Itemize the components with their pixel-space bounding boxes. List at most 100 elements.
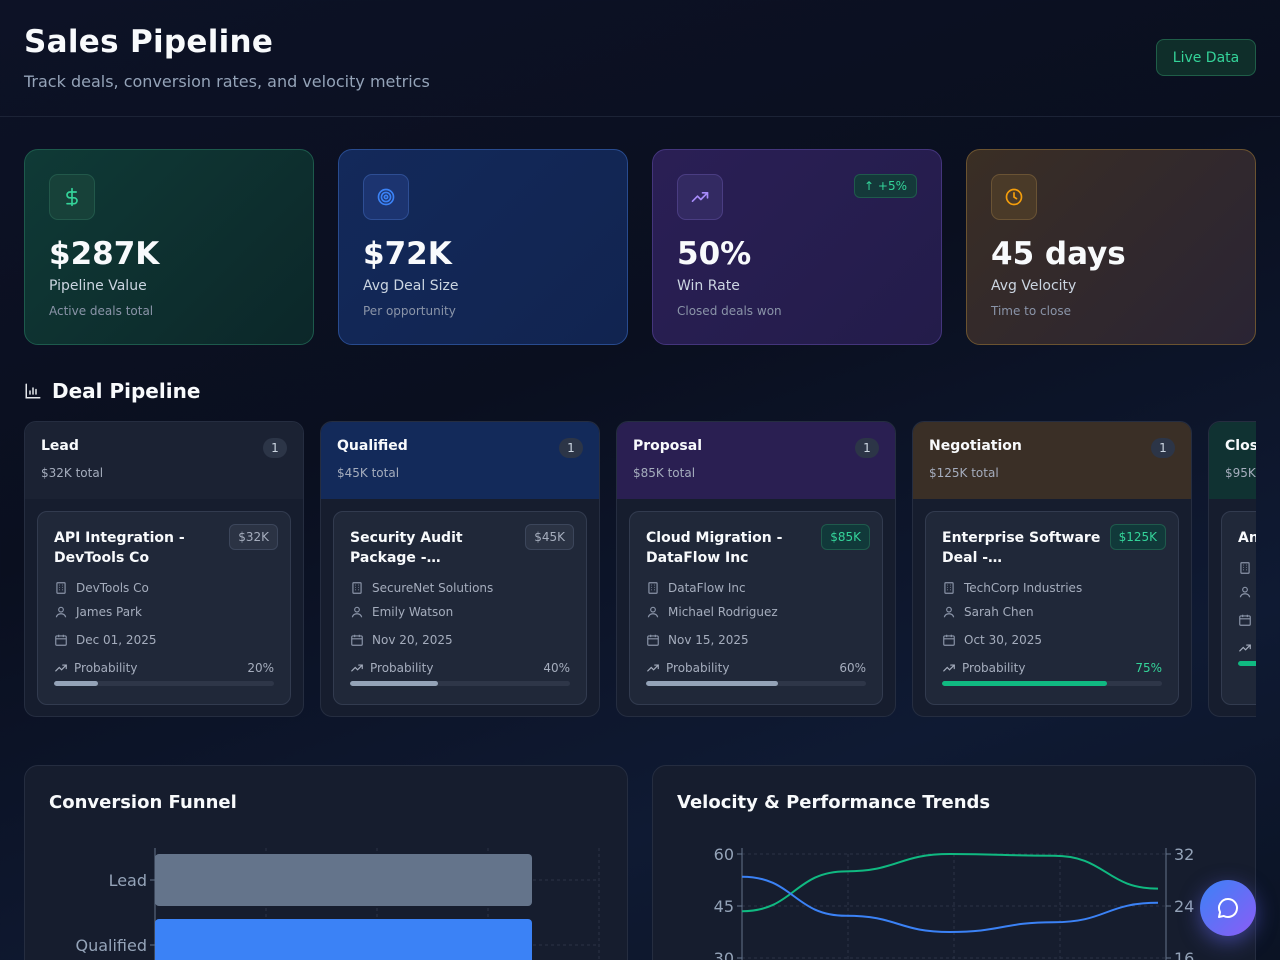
kpi-card-avg-deal-size: $72K Avg Deal Size Per opportunity — [338, 149, 628, 345]
stage-header: Lead $32K total 1 — [25, 422, 303, 499]
probability-bar-fill — [646, 681, 778, 686]
funnel-bar-qualified — [155, 919, 532, 960]
deal-owner-text: James Park — [76, 605, 142, 619]
kpi-value: $72K — [363, 236, 452, 272]
stage-name: Lead — [41, 438, 79, 454]
deal-close-date: Nov 15, 2025 — [646, 632, 866, 648]
deal-amount-badge: $125K — [1109, 524, 1166, 550]
calendar-icon — [1238, 613, 1252, 627]
kpi-label: Pipeline Value — [49, 278, 147, 294]
building-icon — [350, 581, 364, 595]
calendar-icon — [942, 633, 956, 647]
deal-amount-badge: $85K — [821, 524, 870, 550]
stage-header: Negotiation $125K total 1 — [913, 422, 1191, 499]
stage-name: Proposal — [633, 438, 703, 454]
section-title-text: Deal Pipeline — [52, 379, 201, 403]
deal-close-date: Dec 01, 2025 — [54, 632, 274, 648]
kpi-sub: Active deals total — [49, 304, 154, 318]
deal-probability: Probability 75% — [942, 660, 1162, 676]
trend-badge: ↑ +5% — [854, 174, 917, 198]
probability-bar — [54, 681, 274, 686]
deal-date-text: Dec 01, 2025 — [76, 633, 157, 647]
deal-company: DataFlow Inc — [646, 580, 866, 596]
calendar-icon — [350, 633, 364, 647]
deal-title: Security Audit Package -… — [350, 530, 463, 566]
stage-column-proposal: Proposal $85K total 1 Cloud Migration - Dat… — [616, 421, 896, 717]
deal-company: SecureNet Solutions — [350, 580, 570, 596]
deal-company: TechCorp Industries — [942, 580, 1162, 596]
probability-value: 40% — [543, 661, 570, 675]
section-title-deal-pipeline: Deal Pipeline — [24, 379, 200, 403]
y-tick-label: Lead — [109, 871, 147, 890]
trending-up-icon — [350, 661, 370, 675]
y-tick-label-right: 24 — [1174, 897, 1194, 916]
calendar-icon — [54, 633, 68, 647]
deal-date-text: Oct 30, 2025 — [964, 633, 1042, 647]
stage-column-clos: Clos $95K An - I — [1208, 421, 1256, 717]
deal-company-text: TechCorp Industries — [964, 581, 1083, 595]
kpi-card-avg-velocity: 45 days Avg Velocity Time to close — [966, 149, 1256, 345]
deal-close-date — [1238, 612, 1256, 628]
page-subtitle: Track deals, conversion rates, and veloc… — [24, 72, 430, 91]
stage-total: $85K total — [633, 466, 696, 480]
user-icon — [1238, 585, 1252, 599]
probability-bar-fill — [1238, 661, 1256, 666]
deal-date-text: Nov 15, 2025 — [668, 633, 749, 647]
target-icon — [363, 174, 409, 220]
chat-button[interactable] — [1200, 880, 1256, 936]
trends-chart: 60 45 30 32 24 16 — [714, 845, 1194, 960]
probability-bar — [646, 681, 866, 686]
panel-title: Conversion Funnel — [49, 792, 237, 813]
building-icon — [942, 581, 956, 595]
probability-bar-fill — [54, 681, 98, 686]
probability-bar — [350, 681, 570, 686]
stage-count-badge: 1 — [1151, 438, 1175, 458]
deal-card[interactable]: Cloud Migration - DataFlow Inc $85K DataFl… — [629, 511, 883, 705]
y-tick-label-left: 30 — [714, 949, 734, 960]
trending-up-icon — [677, 174, 723, 220]
live-data-button[interactable]: Live Data — [1156, 39, 1256, 76]
deal-card[interactable]: An - I — [1221, 511, 1256, 705]
deal-company — [1238, 560, 1256, 576]
y-tick-label-left: 45 — [714, 897, 734, 916]
deal-card[interactable]: Enterprise Software Deal -… $125K TechCorp… — [925, 511, 1179, 705]
probability-bar-fill — [942, 681, 1107, 686]
deal-title: Enterprise Software Deal -… — [942, 530, 1101, 566]
stage-name: Clos — [1225, 438, 1256, 454]
trend-line-1 — [741, 875, 1159, 934]
deal-company-text: DataFlow Inc — [668, 581, 746, 595]
stage-header: Proposal $85K total 1 — [617, 422, 895, 499]
stage-total: $125K total — [929, 466, 999, 480]
deal-title: API Integration - DevTools Co — [54, 530, 185, 566]
stage-name: Qualified — [337, 438, 408, 454]
deal-owner-text: Emily Watson — [372, 605, 454, 619]
y-tick-label: Qualified — [75, 936, 147, 955]
stage-total: $95K — [1225, 466, 1256, 480]
stage-count-badge: 1 — [855, 438, 879, 458]
y-tick-label-right: 32 — [1174, 845, 1194, 864]
kpi-value: 50% — [677, 236, 752, 272]
deal-owner — [1238, 584, 1256, 600]
velocity-trends-panel: Velocity & Performance Trends 60 45 30 32 24… — [652, 765, 1256, 960]
deal-amount-badge: $45K — [525, 524, 574, 550]
kpi-value: $287K — [49, 236, 160, 272]
bar-chart-icon — [25, 383, 41, 399]
kpi-sub: Per opportunity — [363, 304, 456, 318]
page-title: Sales Pipeline — [24, 24, 274, 60]
probability-label: Probability — [666, 661, 730, 675]
deal-card[interactable]: Security Audit Package -… $45K SecureNet S… — [333, 511, 587, 705]
kpi-card-win-rate: ↑ +5% 50% Win Rate Closed deals won — [652, 149, 942, 345]
deal-close-date: Oct 30, 2025 — [942, 632, 1162, 648]
stage-count-badge: 1 — [559, 438, 583, 458]
deal-card[interactable]: API Integration - DevTools Co $32K DevTool… — [37, 511, 291, 705]
deal-close-date: Nov 20, 2025 — [350, 632, 570, 648]
user-icon — [646, 605, 660, 619]
pipeline-board: Lead $32K total 1 API Integration - DevTool… — [24, 421, 1256, 717]
trending-up-icon — [942, 661, 962, 675]
stage-header: Qualified $45K total 1 — [321, 422, 599, 499]
kpi-label: Avg Deal Size — [363, 278, 459, 294]
building-icon — [1238, 561, 1252, 575]
deal-title: Cloud Migration - DataFlow Inc — [646, 530, 783, 566]
dollar-icon — [49, 174, 95, 220]
deal-owner: Sarah Chen — [942, 604, 1162, 620]
